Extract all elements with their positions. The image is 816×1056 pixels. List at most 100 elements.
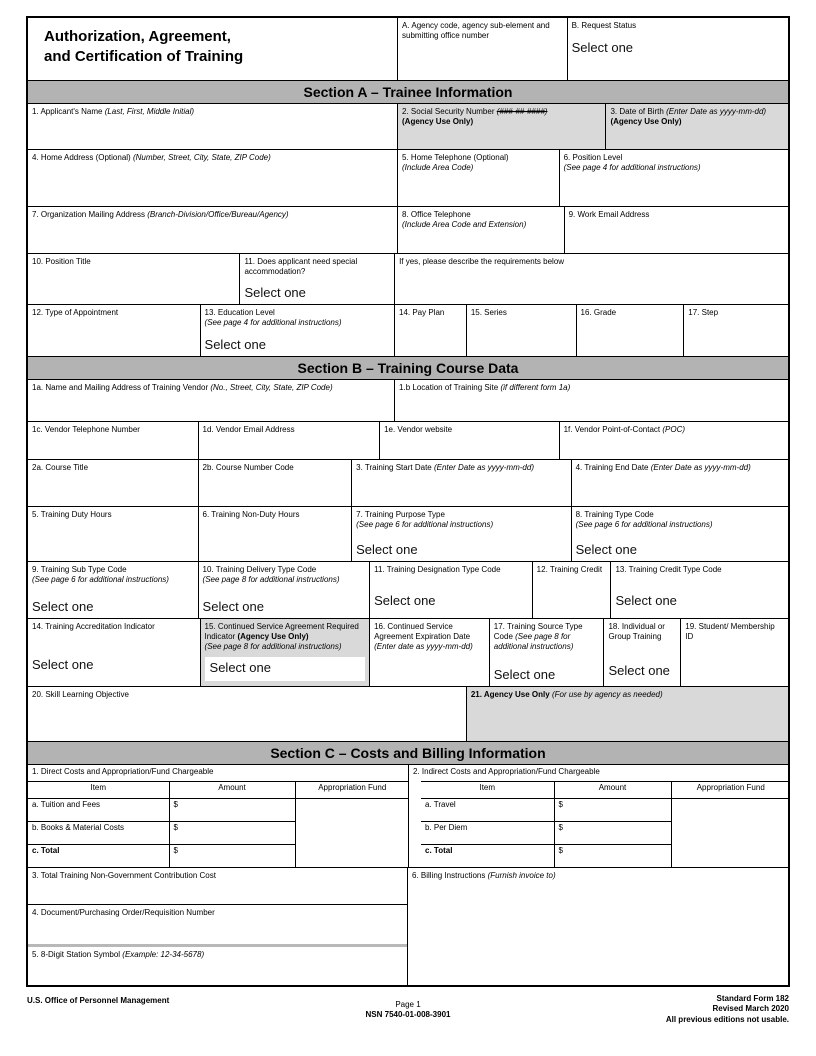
vendor-name-address-field[interactable]: 1a. Name and Mailing Address of Training… [28, 380, 396, 421]
training-start-date-field[interactable]: 3. Training Start Date (Enter Date as yy… [352, 460, 572, 506]
education-level-select[interactable]: Select one [204, 336, 266, 352]
direct-col-amount: Amount [168, 781, 296, 799]
training-credit-type-select[interactable]: Select one [615, 592, 677, 608]
vendor-website-field[interactable]: 1e. Vendor website [380, 422, 560, 459]
station-symbol-field[interactable]: 5. 8-Digit Station Symbol (Example: 12-3… [32, 950, 205, 959]
work-email-field[interactable]: 9. Work Email Address [565, 207, 788, 253]
request-status-select[interactable]: Select one [571, 40, 634, 55]
indirect-costs-title: 2. Indirect Costs and Appropriation/Fund… [413, 767, 600, 776]
training-type-code-field[interactable]: 8. Training Type Code (See page 6 for add… [572, 507, 788, 561]
indirect-amount-perdiem[interactable]: $ [553, 820, 672, 845]
non-government-contribution-field[interactable]: 3. Total Training Non-Government Contrib… [28, 868, 407, 905]
appointment-type-field[interactable]: 12. Type of Appointment [28, 305, 201, 356]
special-accommodation-field[interactable]: 11. Does applicant need special accommod… [240, 254, 396, 304]
training-delivery-type-select[interactable]: Select one [202, 598, 264, 614]
training-source-type-field[interactable]: 17. Training Source Type Code (See page … [490, 619, 605, 686]
billing-instructions-field[interactable]: 6. Billing Instructions (Furnish invoice… [411, 871, 556, 880]
step-label: 17. Step [688, 308, 719, 317]
grade-field[interactable]: 16. Grade [577, 305, 685, 356]
csa-expiration-label: 16. Continued Service Agreement Expirati… [374, 622, 471, 641]
office-telephone-label: 8. Office Telephone [402, 210, 471, 219]
individual-group-select[interactable]: Select one [608, 662, 670, 678]
direct-col-fund: Appropriation Fund [294, 781, 410, 799]
section-a-row-1: 1. Applicant's Name (Last, First, Middle… [28, 104, 788, 150]
training-accreditation-field[interactable]: 14. Training Accreditation Indicator Sel… [28, 619, 201, 686]
grade-label: 16. Grade [580, 308, 617, 317]
training-accreditation-select[interactable]: Select one [32, 656, 94, 672]
training-end-date-field[interactable]: 4. Training End Date (Enter Date as yyyy… [575, 463, 751, 472]
indirect-item-travel: a. Travel [420, 797, 555, 822]
vendor-telephone-field[interactable]: 1c. Vendor Telephone Number [28, 422, 199, 459]
training-sub-type-code-select[interactable]: Select one [32, 598, 94, 614]
training-type-code-select[interactable]: Select one [575, 541, 637, 557]
course-title-field[interactable]: 2a. Course Title [28, 460, 199, 506]
request-status-label: B. Request Status [571, 21, 637, 30]
pay-plan-field[interactable]: 14. Pay Plan [395, 305, 467, 356]
table-row: b. Per Diem $ [420, 820, 790, 845]
training-designation-type-label: 11. Training Designation Type Code [374, 565, 501, 574]
training-purpose-type-field[interactable]: 7. Training Purpose Type (See page 6 for … [352, 507, 572, 561]
training-designation-type-field[interactable]: 11. Training Designation Type Code Selec… [370, 562, 533, 618]
home-telephone-field[interactable]: 5. Home Telephone (Optional) (Include Are… [398, 150, 560, 206]
request-status-field[interactable]: B. Request Status Select one [568, 18, 788, 80]
education-level-field[interactable]: 13. Education Level (See page 4 for addit… [201, 305, 395, 356]
direct-amount-tuition[interactable]: $ [168, 797, 296, 822]
purchase-order-number-field[interactable]: 4. Document/Purchasing Order/Requisition… [28, 905, 407, 947]
training-sub-type-code-field[interactable]: 9. Training Sub Type Code (See page 6 for… [28, 562, 199, 618]
section-a-row-2: 4. Home Address (Optional) (Number, Stre… [28, 150, 788, 207]
position-level-field[interactable]: 6. Position Level (See page 4 for additio… [563, 153, 701, 172]
skill-learning-objective-field[interactable]: 20. Skill Learning Objective [28, 687, 467, 741]
vendor-website-label: 1e. Vendor website [384, 425, 453, 434]
agency-use-only-field[interactable]: 21. Agency Use Only (For use by agency a… [466, 687, 788, 741]
training-nonduty-hours-field[interactable]: 6. Training Non-Duty Hours [199, 507, 353, 561]
table-row: b. Books & Material Costs $ [27, 820, 409, 845]
position-title-field[interactable]: 10. Position Title [28, 254, 241, 304]
indirect-amount-travel[interactable]: $ [553, 797, 672, 822]
ssn-field[interactable]: 2. Social Security Number (###-##-####)(… [398, 104, 607, 149]
training-source-type-select[interactable]: Select one [493, 666, 556, 682]
csa-expiration-field[interactable]: 16. Continued Service Agreement Expirati… [370, 619, 490, 686]
costs-tables-row: 1. Direct Costs and Appropriation/Fund C… [27, 765, 791, 868]
section-b-row-4: 5. Training Duty Hours 6. Training Non-D… [28, 507, 788, 562]
indirect-appropriation-fund-input[interactable] [670, 797, 791, 868]
footer-form-info: Standard Form 182 Revised March 2020 All… [666, 994, 789, 1025]
training-purpose-type-select[interactable]: Select one [356, 541, 418, 557]
footer-nsn: NSN 7540-01-008-3901 [365, 1010, 451, 1020]
agency-code-field[interactable]: A. Agency code, agency sub-element and s… [398, 18, 568, 80]
course-number-field[interactable]: 2b. Course Number Code [199, 460, 353, 506]
training-duty-hours-field[interactable]: 5. Training Duty Hours [28, 507, 199, 561]
csa-required-select[interactable]: Select one [209, 660, 271, 675]
student-membership-id-field[interactable]: 19. Student/ Membership ID [681, 619, 788, 686]
direct-item-tuition: a. Tuition and Fees [27, 797, 170, 822]
indirect-item-perdiem: b. Per Diem [420, 820, 555, 845]
vendor-email-label: 1d. Vendor Email Address [202, 425, 295, 434]
org-mailing-address-field[interactable]: 7. Organization Mailing Address (Branch-… [28, 207, 399, 253]
training-site-location-field[interactable]: 1.b Location of Training Site (if differ… [399, 383, 571, 392]
date-of-birth-field[interactable]: 3. Date of Birth (Enter Date as yyyy-mm-… [606, 104, 788, 149]
direct-amount-books[interactable]: $ [168, 820, 296, 845]
individual-group-field[interactable]: 18. Individual or Group Training Select … [604, 619, 682, 686]
training-designation-type-select[interactable]: Select one [374, 592, 436, 608]
step-field[interactable]: 17. Step [684, 305, 788, 356]
direct-appropriation-fund-input[interactable] [294, 797, 410, 868]
csa-required-field[interactable]: 15. Continued Service Agreement Required… [200, 619, 371, 686]
accommodation-description-field[interactable]: If yes, please describe the requirements… [395, 254, 788, 304]
student-membership-id-label: 19. Student/ Membership ID [685, 622, 775, 641]
non-government-contribution-label: 3. Total Training Non-Government Contrib… [32, 871, 216, 880]
applicant-name-field[interactable]: 1. Applicant's Name (Last, First, Middle… [28, 104, 399, 149]
vendor-email-field[interactable]: 1d. Vendor Email Address [199, 422, 381, 459]
section-b-row-1: 1a. Name and Mailing Address of Training… [28, 380, 788, 422]
csa-required-input[interactable]: Select one [204, 657, 366, 681]
vendor-poc-field[interactable]: 1f. Vendor Point-of-Contact (POC) [563, 425, 686, 434]
training-credit-type-field[interactable]: 13. Training Credit Type Code Select one [611, 562, 788, 618]
indirect-amount-total[interactable]: $ [553, 843, 672, 868]
office-telephone-field[interactable]: 8. Office Telephone (Include Area Code an… [398, 207, 565, 253]
direct-amount-total[interactable]: $ [168, 843, 296, 868]
training-credit-field[interactable]: 12. Training Credit [533, 562, 612, 618]
training-delivery-type-field[interactable]: 10. Training Delivery Type Code (See page… [199, 562, 371, 618]
special-accommodation-select[interactable]: Select one [244, 284, 306, 300]
series-field[interactable]: 15. Series [467, 305, 577, 356]
indirect-costs-table: Item Amount Appropriation Fund a. Travel… [420, 781, 791, 868]
ssn-label: 2. Social Security Number [402, 107, 495, 116]
home-address-field[interactable]: 4. Home Address (Optional) (Number, Stre… [28, 150, 399, 206]
